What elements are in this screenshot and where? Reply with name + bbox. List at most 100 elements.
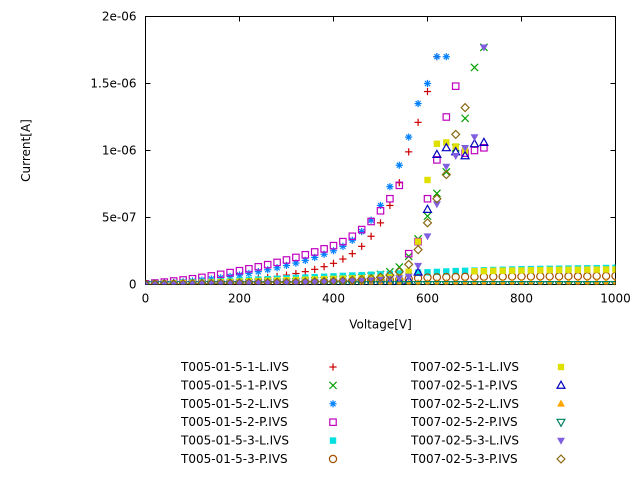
legend-label: T007-02-5-1-P.IVS xyxy=(410,378,518,392)
data-point-triangle-up-open xyxy=(413,266,424,276)
data-point-square-open xyxy=(254,263,263,271)
data-point-diamond-open xyxy=(197,278,207,285)
legend-label: T007-02-5-2-L.IVS xyxy=(410,397,519,411)
series-7 xyxy=(145,137,489,285)
data-point-square-filled xyxy=(452,267,459,275)
legend-label: T007-02-5-3-L.IVS xyxy=(410,434,519,448)
data-point-star xyxy=(358,227,366,236)
data-point-square-open xyxy=(357,225,366,234)
legend-label: T005-01-5-1-L.IVS xyxy=(180,360,289,374)
data-point-diamond-open xyxy=(168,279,179,285)
data-point-triangle-down-open xyxy=(591,281,602,285)
plot-frame xyxy=(145,16,616,285)
data-point-square-filled xyxy=(414,238,422,245)
data-point-plus xyxy=(358,242,366,250)
data-point-square-filled xyxy=(584,266,591,273)
series-2 xyxy=(145,53,450,285)
legend-label: T007-02-5-2-P.IVS xyxy=(410,415,518,429)
data-point-star xyxy=(423,79,432,88)
data-point-square-filled xyxy=(424,176,431,184)
data-point-square-open xyxy=(216,270,225,279)
data-point-triangle-up-open xyxy=(460,150,471,160)
data-point-plus xyxy=(367,232,375,240)
data-point-triangle-down-filled xyxy=(423,233,432,241)
data-point-square-open xyxy=(310,248,319,256)
data-point-triangle-up-open xyxy=(478,137,489,146)
data-point-star xyxy=(348,236,356,244)
data-point-diamond-open xyxy=(375,272,386,283)
data-point-square-open xyxy=(348,232,357,241)
data-point-star xyxy=(311,253,319,262)
data-point-square-open xyxy=(301,250,310,259)
data-point-triangle-down-open xyxy=(450,281,461,285)
data-point-triangle-down-open xyxy=(469,281,480,285)
data-point-plus xyxy=(405,148,413,156)
data-point-star xyxy=(433,53,441,61)
x-tick-label: 600 xyxy=(416,292,439,306)
data-point-square-open xyxy=(273,258,281,267)
y-tick-label: 0 xyxy=(129,278,137,292)
data-point-square-filled xyxy=(386,270,394,278)
data-point-square-filled xyxy=(443,268,450,275)
data-point-triangle-down-filled xyxy=(442,163,451,171)
data-point-square-open xyxy=(263,260,272,269)
legend-marker-star xyxy=(329,400,337,408)
data-point-diamond-open xyxy=(309,276,320,285)
data-point-diamond-open xyxy=(272,277,282,285)
data-point-square-open xyxy=(226,268,234,277)
x-tick-label: 800 xyxy=(510,292,533,306)
data-point-square-filled xyxy=(405,268,412,275)
data-point-square-open xyxy=(386,194,394,203)
series-0 xyxy=(145,53,441,285)
data-point-diamond-open xyxy=(328,276,339,285)
y-axis-title: Current[A] xyxy=(19,119,33,182)
legend-label: T007-02-5-3-P.IVS xyxy=(410,452,518,466)
data-point-square-filled xyxy=(424,269,431,276)
legend-marker-triangle-down-filled xyxy=(557,437,565,445)
data-point-diamond-open xyxy=(385,270,395,280)
data-point-square-filled xyxy=(490,267,497,275)
data-point-triangle-down-open xyxy=(460,281,471,285)
data-point-triangle-down-filled xyxy=(348,278,357,285)
data-point-plus xyxy=(301,268,309,276)
data-point-square-open xyxy=(245,265,253,273)
data-point-triangle-down-filled xyxy=(367,277,376,285)
y-tick-label: 2e-06 xyxy=(102,10,137,24)
data-point-diamond-open xyxy=(159,279,170,285)
data-point-diamond-open xyxy=(394,266,405,277)
legend-label: T005-01-5-3-P.IVS xyxy=(180,452,288,466)
data-point-triangle-down-filled xyxy=(357,277,366,285)
data-point-square-filled xyxy=(377,271,384,278)
data-point-triangle-down-filled xyxy=(414,262,423,270)
data-point-cross xyxy=(470,63,479,72)
data-point-square-filled xyxy=(480,267,488,275)
data-point-square-filled xyxy=(527,267,535,274)
data-point-diamond-open xyxy=(338,275,348,285)
data-point-diamond-open xyxy=(206,278,217,285)
data-point-triangle-down-open xyxy=(441,281,452,285)
data-point-square-filled xyxy=(602,266,610,273)
legend-label: T007-02-5-1-L.IVS xyxy=(410,360,519,374)
legend-marker-circle-open xyxy=(328,454,338,464)
data-point-triangle-up-open xyxy=(441,142,452,152)
x-tick-label: 1000 xyxy=(600,292,631,306)
data-point-square-filled xyxy=(508,267,516,274)
data-point-star xyxy=(405,133,413,141)
data-point-diamond-open xyxy=(215,278,226,285)
data-point-triangle-down-open xyxy=(582,281,593,285)
data-point-square-open xyxy=(433,156,441,164)
y-tick-label: 1e-06 xyxy=(102,144,137,158)
data-point-triangle-down-open xyxy=(422,281,433,285)
data-point-triangle-down-filled xyxy=(461,144,470,152)
data-point-square-open xyxy=(404,249,413,258)
data-point-plus xyxy=(414,118,422,126)
data-point-plus xyxy=(376,219,385,227)
data-point-diamond-open xyxy=(145,279,151,285)
data-point-triangle-down-open xyxy=(563,281,574,285)
data-point-diamond-open xyxy=(281,277,292,285)
data-point-cross xyxy=(442,167,451,176)
data-point-square-filled xyxy=(537,266,544,274)
data-point-diamond-open xyxy=(347,275,358,285)
